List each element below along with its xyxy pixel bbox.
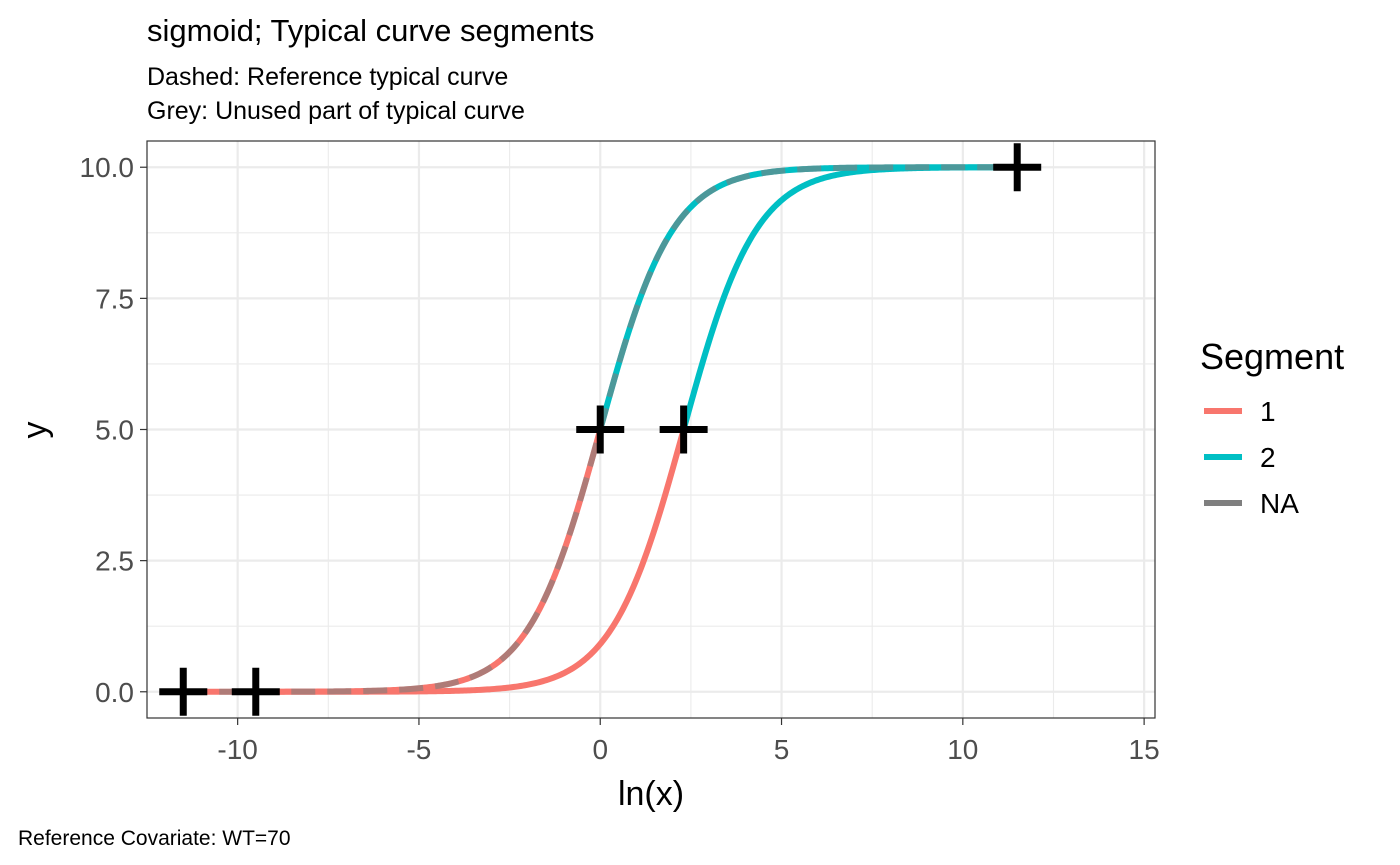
x-tick-label: 5 — [774, 734, 790, 765]
x-tick-label: 0 — [592, 734, 608, 765]
x-tick-label: -5 — [406, 734, 431, 765]
point-marker — [159, 667, 208, 716]
y-tick-label: 7.5 — [95, 283, 134, 314]
grid-major — [147, 141, 1155, 718]
y-tick-label: 0.0 — [95, 677, 134, 708]
y-tick-label: 2.5 — [95, 546, 134, 577]
chart-subtitle-line-2: Grey: Unused part of typical curve — [147, 97, 525, 125]
x-axis: -10 -5 0 5 10 15 — [217, 718, 1160, 765]
legend: Segment 1 2 NA — [1200, 336, 1344, 519]
point-marker — [576, 405, 625, 454]
y-tick-label: 10.0 — [80, 152, 135, 183]
point-marker — [993, 143, 1042, 192]
x-tick-label: -10 — [217, 734, 257, 765]
x-tick-label: 10 — [947, 734, 978, 765]
legend-label-2: 2 — [1260, 442, 1276, 473]
chart-subtitle-line-1: Dashed: Reference typical curve — [147, 63, 508, 91]
chart-caption: Reference Covariate: WT=70 — [18, 827, 291, 850]
point-marker — [231, 667, 280, 716]
legend-label-NA: NA — [1260, 488, 1299, 519]
x-axis-title: ln(x) — [618, 775, 684, 813]
legend-title: Segment — [1200, 336, 1344, 377]
legend-label-1: 1 — [1260, 396, 1276, 427]
x-tick-label: 15 — [1129, 734, 1160, 765]
chart-title: sigmoid; Typical curve segments — [147, 13, 594, 48]
y-tick-label: 5.0 — [95, 415, 134, 446]
y-axis-title: y — [16, 422, 54, 439]
y-axis: 0.0 2.5 5.0 7.5 10.0 — [80, 152, 147, 708]
point-marker — [659, 405, 708, 454]
points-layer — [159, 143, 1042, 716]
